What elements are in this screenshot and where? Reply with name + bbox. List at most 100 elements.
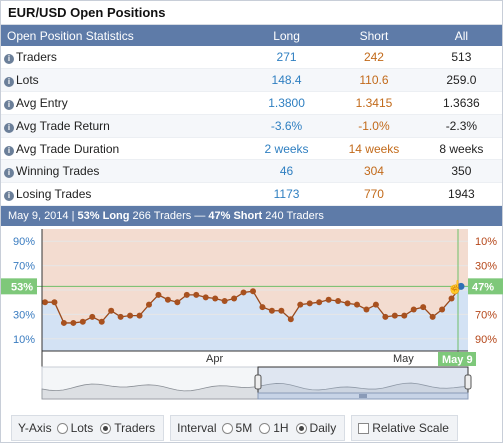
data-point[interactable] — [439, 306, 446, 313]
row-label-text: Avg Trade Duration — [16, 141, 120, 156]
row-label-winning-trades[interactable]: i Winning Trades — [1, 159, 246, 184]
left-tick-label: 10% — [13, 334, 35, 346]
summary-short-traders: 240 Traders — [265, 210, 324, 223]
data-point[interactable] — [221, 297, 228, 304]
data-point[interactable] — [117, 313, 124, 320]
info-icon[interactable]: i — [4, 168, 14, 179]
relative-scale-group: Relative Scale — [351, 415, 458, 441]
data-point[interactable] — [89, 313, 96, 320]
position-stats-table: Open Position Statistics Long Short All … — [1, 25, 502, 207]
data-point[interactable] — [193, 291, 200, 298]
current-long-badge — [1, 278, 37, 295]
row-label-avg-entry[interactable]: i Avg Entry — [1, 91, 246, 115]
data-point[interactable] — [155, 291, 162, 298]
yaxis-lots-option[interactable]: Lots — [56, 421, 93, 435]
data-point[interactable] — [420, 304, 427, 311]
x-label-apr: Apr — [206, 353, 223, 365]
row-label-avg-trade-duration[interactable]: i Avg Trade Duration — [1, 137, 246, 161]
row-label-text: Traders — [16, 50, 57, 65]
data-point[interactable] — [259, 304, 266, 311]
data-point[interactable] — [174, 299, 181, 306]
table-row: i Traders 271 242 513 — [1, 46, 502, 70]
data-point[interactable] — [212, 295, 219, 302]
info-icon[interactable]: i — [4, 99, 14, 110]
info-icon[interactable]: i — [4, 77, 14, 88]
data-point[interactable] — [146, 301, 152, 308]
relative-scale-option[interactable]: Relative Scale — [358, 421, 449, 435]
data-point[interactable] — [429, 313, 436, 320]
info-icon[interactable]: i — [4, 191, 14, 202]
data-point[interactable] — [250, 288, 256, 295]
daily-radio-label: Daily — [309, 421, 337, 435]
data-point[interactable] — [391, 312, 398, 319]
data-point[interactable] — [325, 296, 332, 303]
data-point[interactable] — [306, 300, 313, 307]
cell-short: 1.3415 — [327, 91, 421, 115]
data-point[interactable] — [108, 307, 115, 314]
info-icon[interactable]: i — [4, 145, 14, 156]
row-label-avg-trade-return[interactable]: i Avg Trade Return — [1, 114, 246, 138]
current-date-badge — [438, 352, 476, 366]
data-point[interactable] — [51, 299, 58, 306]
data-point[interactable] — [70, 319, 77, 326]
data-point[interactable] — [335, 297, 342, 304]
interval-daily-option[interactable]: Daily — [295, 421, 337, 435]
data-point[interactable] — [127, 312, 134, 319]
data-point[interactable] — [448, 295, 455, 302]
cell-short: -1.0% — [327, 114, 421, 138]
data-point[interactable] — [183, 291, 190, 298]
cell-long: 46 — [245, 159, 328, 184]
data-point[interactable] — [354, 301, 360, 308]
date-summary-bar: May 9, 2014 | 53% Long 266 Traders — 47%… — [1, 206, 502, 227]
yaxis-control-group: Y-Axis Lots Traders — [11, 415, 165, 441]
data-point[interactable] — [401, 312, 408, 319]
row-label-losing-trades[interactable]: i Losing Trades — [1, 182, 246, 207]
data-point[interactable] — [231, 295, 238, 302]
data-point[interactable] — [164, 296, 171, 303]
1h-radio[interactable] — [259, 422, 271, 434]
data-point[interactable] — [287, 316, 294, 323]
data-point[interactable] — [457, 282, 465, 290]
data-point[interactable] — [42, 299, 48, 306]
traders-radio[interactable] — [100, 422, 112, 434]
data-point[interactable] — [278, 307, 285, 314]
data-point[interactable] — [316, 299, 323, 306]
current-date-label: May 9 — [442, 354, 473, 366]
scrollbar-grip[interactable] — [359, 394, 367, 398]
navigator-left-handle[interactable] — [254, 374, 262, 390]
data-point[interactable] — [344, 300, 351, 307]
row-label-traders[interactable]: i Traders — [1, 46, 246, 70]
data-point[interactable] — [372, 301, 379, 308]
relative-scale-checkbox[interactable] — [358, 422, 370, 434]
sentiment-chart-svg[interactable]: 90%70%50%30%10%10%30%50%70%90%53%47%☝Apr… — [1, 227, 503, 407]
data-point[interactable] — [240, 289, 247, 296]
data-point[interactable] — [268, 307, 275, 314]
cell-long: 1173 — [245, 182, 328, 207]
col-header-all: All — [420, 25, 502, 46]
lots-radio[interactable] — [56, 422, 68, 434]
data-point[interactable] — [363, 306, 370, 313]
5m-radio[interactable] — [221, 422, 233, 434]
interval-1h-option[interactable]: 1H — [259, 421, 289, 435]
long-zone-area — [42, 286, 468, 351]
info-icon[interactable]: i — [4, 122, 14, 133]
data-point[interactable] — [79, 318, 86, 325]
data-point[interactable] — [297, 301, 304, 308]
data-point[interactable] — [410, 306, 417, 313]
traders-radio-label: Traders — [114, 421, 156, 435]
yaxis-traders-option[interactable]: Traders — [100, 421, 155, 435]
summary-long-pct: 53% Long — [77, 210, 130, 223]
data-point[interactable] — [60, 319, 67, 326]
data-point[interactable] — [382, 313, 389, 320]
5m-radio-label: 5M — [235, 421, 253, 435]
data-point[interactable] — [98, 318, 105, 325]
data-point[interactable] — [202, 294, 209, 301]
info-icon[interactable]: i — [4, 54, 14, 65]
data-point[interactable] — [136, 312, 143, 319]
current-short-label: 47% — [472, 281, 494, 293]
interval-5m-option[interactable]: 5M — [221, 421, 253, 435]
sentiment-chart[interactable]: 90%70%50%30%10%10%30%50%70%90%53%47%☝Apr… — [1, 227, 503, 407]
row-label-lots[interactable]: i Lots — [1, 68, 246, 93]
navigator-right-handle[interactable] — [464, 374, 472, 390]
daily-radio[interactable] — [295, 422, 307, 434]
